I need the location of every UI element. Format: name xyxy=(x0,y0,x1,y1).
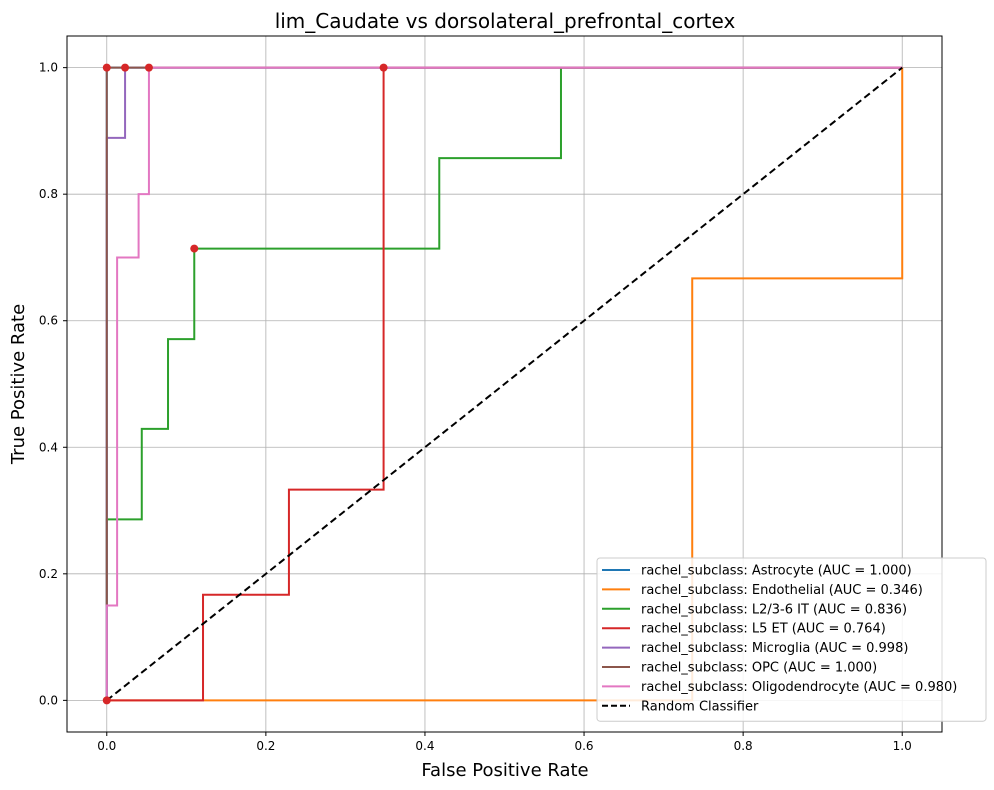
legend-label: rachel_subclass: L5 ET (AUC = 0.764) xyxy=(641,622,886,637)
threshold-marker xyxy=(121,63,130,72)
x-tick-label: 0.4 xyxy=(415,739,434,753)
legend-label: rachel_subclass: Astrocyte (AUC = 1.000) xyxy=(641,564,912,579)
threshold-marker xyxy=(102,696,111,705)
y-tick-label: 0.2 xyxy=(39,567,58,581)
y-tick-label: 0.0 xyxy=(39,693,58,707)
x-axis-label: False Positive Rate xyxy=(421,760,588,781)
x-tick-label: 0.2 xyxy=(256,739,275,753)
series-line-rachel-subclass-endothelial-auc-0-346- xyxy=(106,67,904,702)
axis-ticks: 0.0 0.2 0.4 0.6 0.8 1.0 0.0 0.2 0.4 0.6 0.8 1.0 xyxy=(39,61,912,753)
plot-frame xyxy=(66,35,943,733)
threshold-markers xyxy=(102,63,388,705)
x-tick-label: 0.0 xyxy=(97,739,116,753)
threshold-marker xyxy=(102,63,111,72)
series-line-rachel-subclass-oligodendrocyte-auc-0-980- xyxy=(105,66,903,701)
x-tick-label: 0.6 xyxy=(574,739,593,753)
series-line-rachel-subclass-l2-3-6-it-auc-0-836- xyxy=(105,66,903,701)
legend-label: rachel_subclass: Microglia (AUC = 0.998) xyxy=(641,641,908,656)
legend-label: rachel_subclass: L2/3-6 IT (AUC = 0.836) xyxy=(641,602,907,617)
x-tick-label: 1.0 xyxy=(893,739,912,753)
random-classifier-line xyxy=(106,66,903,702)
x-tick-label: 0.8 xyxy=(734,739,753,753)
legend-label: rachel_subclass: Oligodendrocyte (AUC = … xyxy=(641,680,957,695)
chart-title: lim_Caudate vs dorsolateral_prefrontal_c… xyxy=(275,9,736,33)
y-tick-label: 0.8 xyxy=(39,187,58,201)
threshold-marker xyxy=(190,244,199,253)
legend-label: Random Classifier xyxy=(641,699,759,714)
legend: rachel_subclass: Astrocyte (AUC = 1.000)… xyxy=(596,557,987,722)
series-line-rachel-subclass-opc-auc-1-000- xyxy=(105,66,903,606)
series-line-rachel-subclass-l5-et-auc-0-764- xyxy=(106,66,903,702)
y-tick-label: 0.6 xyxy=(39,314,58,328)
y-axis-label: True Positive Rate xyxy=(8,304,29,465)
y-tick-label: 1.0 xyxy=(39,61,58,75)
y-tick-label: 0.4 xyxy=(39,440,58,454)
legend-label: rachel_subclass: OPC (AUC = 1.000) xyxy=(641,661,877,676)
threshold-marker xyxy=(144,63,153,72)
threshold-marker xyxy=(379,63,388,72)
legend-label: rachel_subclass: Endothelial (AUC = 0.34… xyxy=(641,583,923,598)
legend-box xyxy=(596,557,987,722)
